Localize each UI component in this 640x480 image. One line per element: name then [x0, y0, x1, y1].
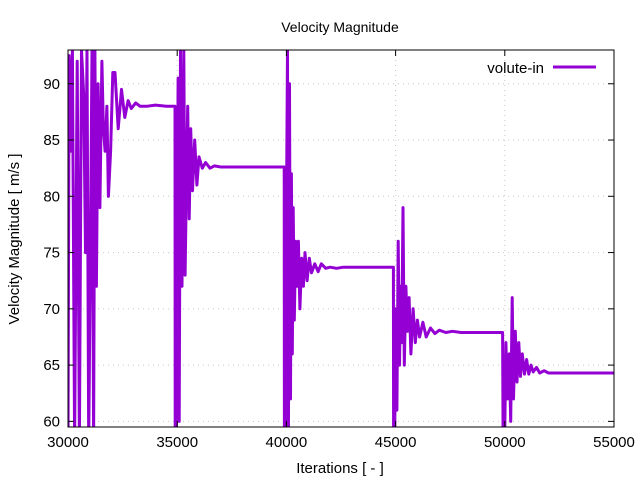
chart-title: Velocity Magnitude — [281, 19, 399, 35]
x-tick-label: 45000 — [375, 434, 417, 451]
x-tick-label: 50000 — [484, 434, 526, 451]
y-tick-label: 65 — [43, 357, 60, 374]
y-tick-label: 75 — [43, 245, 60, 262]
x-tick-label: 35000 — [156, 434, 198, 451]
y-tick-label: 70 — [43, 301, 60, 318]
x-tick-label: 30000 — [47, 434, 89, 451]
series-line-volute-in — [68, 50, 614, 427]
y-tick-label: 90 — [43, 76, 60, 93]
y-tick-label: 60 — [43, 413, 60, 430]
y-tick-labels: 60 65 70 75 80 85 90 — [43, 76, 60, 431]
y-axis-title: Velocity Magnitude [ m/s ] — [6, 154, 23, 325]
series-layer — [68, 50, 614, 427]
axis-ticks — [67, 50, 615, 427]
y-tick-label: 80 — [43, 188, 60, 205]
x-tick-labels: 30000 35000 40000 45000 50000 55000 — [47, 434, 635, 451]
y-tick-label: 85 — [43, 132, 60, 149]
x-tick-label: 55000 — [593, 434, 635, 451]
legend: volute-in — [487, 60, 596, 77]
x-axis-title: Iterations [ - ] — [296, 460, 384, 477]
legend-label-volute-in: volute-in — [487, 60, 544, 77]
plot-frame — [67, 49, 615, 428]
x-tick-label: 40000 — [266, 434, 308, 451]
